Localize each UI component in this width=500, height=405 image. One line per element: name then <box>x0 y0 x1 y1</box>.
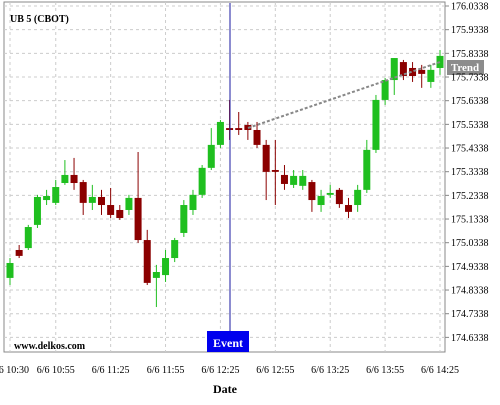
x-tick-label: 6/6 14:25 <box>421 365 459 376</box>
candle-body <box>317 196 325 206</box>
candle-body <box>189 194 197 210</box>
candle-body <box>107 205 115 215</box>
candle-body <box>354 189 362 206</box>
candle-body <box>152 272 160 278</box>
trend-line <box>247 61 441 129</box>
candle-body <box>335 189 343 205</box>
y-tick-label: 175.2338 <box>451 191 489 202</box>
candle-body <box>345 205 353 212</box>
y-tick-label: 175.4338 <box>451 144 489 155</box>
x-tick-label: 6/6 13:55 <box>366 365 404 376</box>
candle-body <box>162 258 170 276</box>
candle-body <box>180 205 188 233</box>
candle-body <box>61 174 69 184</box>
candle-body <box>116 209 124 219</box>
candle-body <box>372 99 380 150</box>
x-axis-label: Date <box>213 382 238 396</box>
candle-body <box>6 263 14 278</box>
y-tick-label: 175.7338 <box>451 73 489 84</box>
y-tick-label: 175.9338 <box>451 25 489 36</box>
candle-body <box>308 182 316 201</box>
y-tick-label: 174.9338 <box>451 262 489 273</box>
candle-body <box>427 69 435 82</box>
x-tick-label: 6/6 10:30 <box>0 365 29 376</box>
candle-body <box>97 196 105 206</box>
event-box <box>207 331 249 352</box>
candle-body <box>399 62 407 77</box>
trend-label: Trend <box>451 62 479 74</box>
candle-body <box>262 144 270 172</box>
watermark: www.delkos.com <box>14 341 86 352</box>
x-tick-label: 6/6 12:55 <box>256 365 294 376</box>
y-tick-label: 174.7338 <box>451 309 489 320</box>
y-tick-label: 175.6338 <box>451 96 489 107</box>
y-tick-label: 174.6338 <box>451 333 489 344</box>
y-tick-label: 175.8338 <box>451 49 489 60</box>
x-tick-label: 6/6 10:55 <box>37 365 75 376</box>
candle-body <box>253 129 261 145</box>
candle-body <box>33 196 41 225</box>
candle-body <box>271 169 279 172</box>
candle-body <box>381 80 389 100</box>
y-tick-label: 175.1338 <box>451 215 489 226</box>
candle-body <box>52 187 60 203</box>
candle-body <box>216 121 224 145</box>
y-tick-label: 175.0338 <box>451 238 489 249</box>
candle-body <box>134 197 142 241</box>
x-tick-label: 6/6 11:25 <box>92 365 130 376</box>
candle-body <box>15 249 23 256</box>
candle-body <box>43 196 51 201</box>
candle-body <box>299 175 307 186</box>
y-tick-label: 174.8338 <box>451 286 489 297</box>
candle-body <box>171 240 179 259</box>
candle-body <box>235 128 243 130</box>
candle-body <box>198 167 206 195</box>
trend-box <box>447 60 484 75</box>
candle-body <box>24 227 32 249</box>
candle-body <box>125 197 133 210</box>
candle-body <box>290 175 298 185</box>
candle-body <box>418 69 426 74</box>
candle-body <box>143 240 151 283</box>
candle-body <box>70 174 78 184</box>
candle-body <box>363 149 371 190</box>
candle-body <box>409 67 417 77</box>
y-tick-label: 175.5338 <box>451 120 489 131</box>
y-tick-label: 176.0338 <box>451 2 489 13</box>
candle-body <box>390 58 398 81</box>
x-tick-label: 6/6 11:55 <box>147 365 185 376</box>
candle-body <box>207 144 215 168</box>
plot-frame <box>3 1 446 353</box>
candle-body <box>436 55 444 68</box>
candle-body <box>79 182 87 203</box>
candle-body <box>88 196 96 203</box>
y-tick-label: 175.3338 <box>451 167 489 178</box>
chart-title: UB 5 (CBOT) <box>10 14 69 25</box>
candle-body <box>280 174 288 184</box>
event-label: Event <box>213 336 243 350</box>
candle-body <box>326 192 334 195</box>
x-tick-label: 6/6 12:25 <box>201 365 239 376</box>
x-tick-label: 6/6 13:25 <box>311 365 349 376</box>
